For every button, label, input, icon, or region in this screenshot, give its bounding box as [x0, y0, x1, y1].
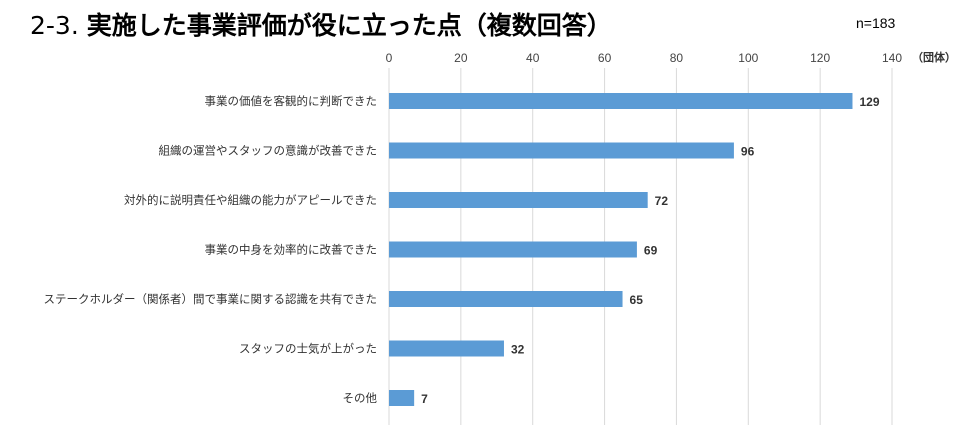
bar — [389, 93, 853, 109]
bars — [389, 93, 853, 406]
value-labels: 129 96 72 69 65 32 7 — [421, 95, 880, 406]
data-label: 129 — [859, 95, 879, 109]
category-label: 対外的に説明責任や組織の能力がアピールできた — [124, 193, 377, 207]
x-tick-label: 40 — [526, 51, 540, 65]
category-label: 事業の価値を客観的に判断できた — [205, 94, 378, 108]
bar — [389, 241, 637, 258]
sample-size-label: n=183 — [856, 15, 896, 31]
x-axis-unit-label: （団体） — [912, 50, 955, 64]
x-axis-ticks: 0 20 40 60 80 100 120 140 — [386, 51, 903, 65]
bar — [389, 192, 648, 208]
x-tick-label: 60 — [598, 51, 612, 65]
data-label: 65 — [630, 293, 644, 307]
x-tick-label: 0 — [386, 51, 393, 65]
data-label: 72 — [655, 194, 669, 208]
category-label: その他 — [343, 391, 378, 405]
x-tick-label: 20 — [454, 51, 468, 65]
data-label: 7 — [421, 392, 428, 406]
data-label: 32 — [511, 343, 525, 357]
title-main: 実施した事業評価が役に立った点（複数回答） — [86, 11, 612, 40]
bar — [389, 291, 623, 307]
bar — [389, 340, 504, 357]
x-tick-label: 80 — [670, 51, 684, 65]
page-title: 2-3. 実施した事業評価が役に立った点（複数回答） — [30, 6, 612, 42]
category-label: 組織の運営やスタッフの意識が改善できた — [159, 144, 378, 158]
category-labels: 事業の価値を客観的に判断できた組織の運営やスタッフの意識が改善できた対外的に説明… — [44, 94, 378, 405]
data-label: 96 — [741, 145, 755, 159]
x-tick-label: 140 — [882, 51, 902, 65]
x-tick-label: 120 — [810, 51, 830, 65]
x-tick-label: 100 — [738, 51, 758, 65]
data-label: 69 — [644, 244, 658, 258]
category-label: ステークホルダー（関係者）間で事業に関する認識を共有できた — [44, 292, 378, 306]
category-label: スタッフの士気が上がった — [239, 342, 377, 356]
category-label: 事業の中身を効率的に改善できた — [205, 243, 378, 257]
bar — [389, 390, 415, 406]
title-prefix: 2-3. — [30, 11, 87, 40]
bar — [389, 142, 734, 159]
